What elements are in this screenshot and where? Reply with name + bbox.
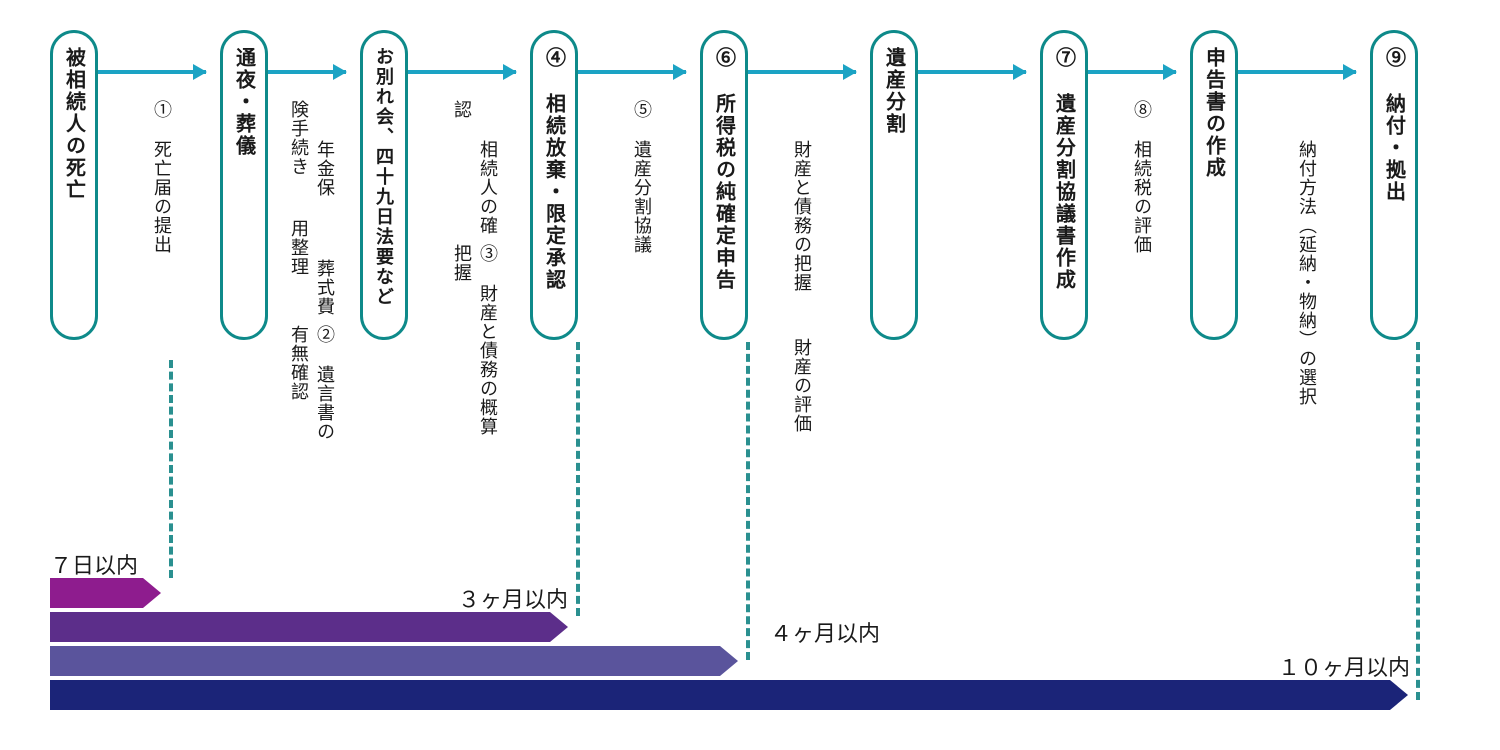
step-box-6: ⑦ 遺産分割協議書作成 [1040, 30, 1088, 340]
flow-diagram: 被相続人の死亡 通夜・葬儀 お別れ会、四十九日法要など ④ 相続放棄・限定承認 ⑥ 所得… [40, 30, 1460, 450]
step-box-1: 通夜・葬儀 [220, 30, 268, 340]
step-box-7: 申告書の作成 [1190, 30, 1238, 340]
dashed-line-0 [169, 360, 173, 578]
arrow-7 [1238, 70, 1356, 74]
arrow-6 [1088, 70, 1176, 74]
timeline-label-0: ７日以内 [50, 548, 138, 580]
sub-text-0: ① 死亡届の提出 [149, 100, 175, 254]
arrow-0 [98, 70, 206, 74]
timeline-bar-2 [50, 646, 720, 676]
timeline-label-2: ４ヶ月以内 [770, 616, 880, 648]
arrow-1 [268, 70, 346, 74]
sub-text-6: 納付方法（延納・物納）の選択 [1294, 100, 1320, 406]
timeline-arrowhead-icon [720, 646, 738, 676]
timeline-bar-1 [50, 612, 550, 642]
arrow-2 [408, 70, 516, 74]
timeline-arrowhead-icon [143, 578, 161, 608]
sub-text-4: 財産の評価 財産と債務の把握 [789, 100, 815, 433]
timeline-bar-3 [50, 680, 1390, 710]
step-box-8: ⑨ 納付・拠出 [1370, 30, 1418, 340]
arrow-4 [748, 70, 856, 74]
step-box-2: お別れ会、四十九日法要など [360, 30, 408, 340]
sub-text-5: ⑧ 相続税の評価 [1129, 100, 1155, 254]
sub-text-2: ③ 財産と債務の概算把握 相続人の確認 [449, 100, 501, 450]
timeline-label-3: １０ヶ月以内 [1278, 650, 1410, 682]
step-box-4: ⑥ 所得税の純確定申告 [700, 30, 748, 340]
timeline-arrowhead-icon [550, 612, 568, 642]
arrow-5 [918, 70, 1026, 74]
timeline-arrowhead-icon [1390, 680, 1408, 710]
sub-text-3: ⑤ 遺産分割協議 [629, 100, 655, 254]
timeline-label-1: ３ヶ月以内 [458, 582, 568, 614]
dashed-line-3 [1416, 342, 1420, 700]
step-box-0: 被相続人の死亡 [50, 30, 98, 340]
arrow-3 [578, 70, 686, 74]
timeline-bar-0 [50, 578, 143, 608]
dashed-line-2 [746, 342, 750, 660]
step-box-5: 遺産分割 [870, 30, 918, 340]
sub-text-1: ② 遺言書の有無確認 葬式費用整理 年金保険手続き [286, 100, 338, 450]
dashed-line-1 [576, 342, 580, 616]
step-box-3: ④ 相続放棄・限定承認 [530, 30, 578, 340]
